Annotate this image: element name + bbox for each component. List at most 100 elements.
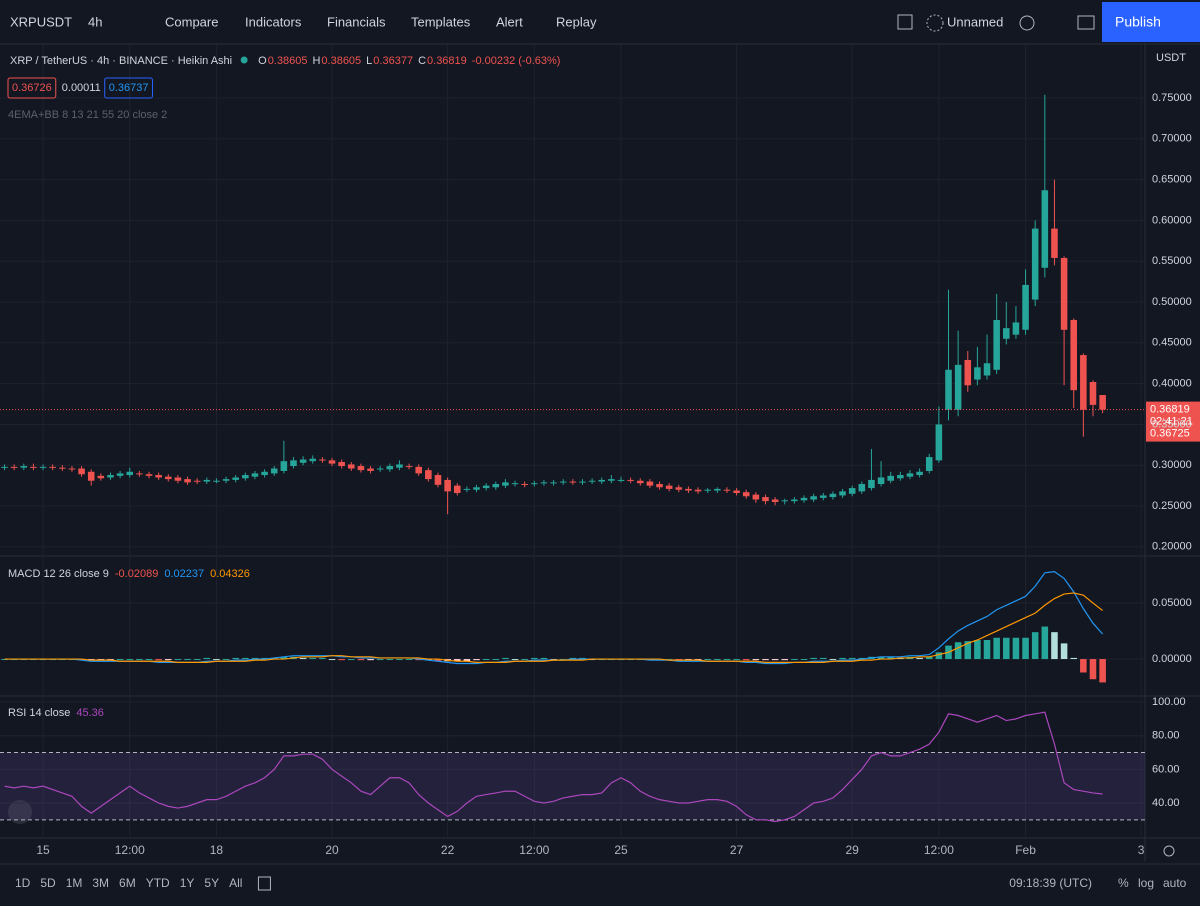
histogram-bar: [116, 659, 124, 661]
range-button[interactable]: 5Y: [204, 876, 219, 890]
snapshot-icon[interactable]: [1077, 15, 1095, 30]
candle-body: [492, 484, 500, 488]
histogram-bar: [126, 659, 134, 661]
candle-body: [954, 364, 962, 410]
y-tick-label: 0.60000: [1152, 214, 1192, 226]
candle-body: [473, 487, 480, 490]
x-tick-label: 3: [1138, 843, 1145, 857]
symbol[interactable]: XRPUSDT: [10, 14, 72, 29]
range-button[interactable]: 1D: [15, 876, 31, 890]
histogram-bar: [502, 657, 509, 660]
range-button[interactable]: 5D: [40, 876, 56, 890]
histogram-bar: [396, 659, 403, 661]
candle-body: [974, 367, 981, 380]
y-tick-label: 0.45000: [1152, 337, 1192, 349]
candle-body: [165, 476, 172, 480]
status-dot: [240, 56, 248, 64]
histogram-bar: [174, 659, 182, 661]
x-tick-label: 20: [325, 843, 339, 857]
candle-body: [579, 481, 586, 483]
x-tick-label: 12:00: [924, 843, 954, 857]
candle-body: [1089, 382, 1097, 405]
range-button[interactable]: 1M: [66, 876, 83, 890]
y-tick-label: 80.00: [1152, 730, 1180, 742]
histogram-bar: [733, 659, 740, 661]
pane-title: MACD 12 26 close 9: [8, 568, 109, 580]
histogram-bar: [1060, 643, 1068, 660]
histogram-bar: [810, 657, 817, 660]
grid: [0, 45, 1145, 838]
candle-body: [203, 479, 211, 482]
y-tick-label: 0.05000: [1152, 597, 1192, 609]
scale-option[interactable]: %: [1118, 876, 1129, 890]
publish-label[interactable]: Publish: [1115, 14, 1161, 30]
candle-body: [1012, 322, 1020, 335]
histogram-bar: [492, 659, 500, 661]
toolbar-item[interactable]: Alert: [496, 14, 523, 29]
candle-body: [829, 493, 837, 498]
histogram-bar: [386, 659, 394, 661]
toolbar-item[interactable]: Indicators: [245, 14, 302, 29]
histogram-bar: [193, 659, 201, 661]
scale-option[interactable]: auto: [1163, 876, 1187, 890]
spread: 0.00011: [62, 82, 101, 94]
interval[interactable]: 4h: [88, 14, 102, 29]
histogram-bar: [1051, 632, 1058, 660]
layout-name[interactable]: Unnamed: [947, 14, 1003, 29]
histogram-bar: [434, 659, 442, 662]
scale-option[interactable]: log: [1138, 876, 1154, 890]
candle-body: [39, 466, 47, 468]
range-button[interactable]: 3M: [92, 876, 109, 890]
histogram-bar: [1089, 659, 1097, 680]
candle-body: [348, 464, 355, 469]
candle-body: [608, 479, 615, 481]
candle-body: [49, 466, 56, 468]
histogram-bar: [376, 659, 384, 661]
toolbar-item[interactable]: Replay: [556, 14, 597, 29]
range-button[interactable]: YTD: [146, 876, 170, 890]
histogram-bar: [762, 659, 769, 661]
candle-body: [367, 468, 374, 471]
candle-body: [213, 480, 220, 482]
publish-button[interactable]: [1102, 2, 1200, 42]
range-button[interactable]: 6M: [119, 876, 136, 890]
last-price-label: 0.36819: [1150, 404, 1190, 416]
y-tick-label: 0.70000: [1152, 133, 1192, 145]
settings-icon[interactable]: [1019, 15, 1035, 31]
y-tick-label: 60.00: [1152, 763, 1180, 775]
candle-body: [1060, 257, 1068, 330]
candle-body: [1080, 355, 1087, 410]
range-button[interactable]: All: [229, 876, 242, 890]
histogram-bar: [839, 657, 846, 660]
candle-body: [646, 481, 654, 486]
candle-body: [1099, 395, 1106, 410]
axis-settings-icon[interactable]: [1163, 845, 1175, 857]
y-tick-label: 0.55000: [1152, 255, 1192, 267]
candle-body: [309, 458, 317, 462]
toolbar-item[interactable]: Compare: [165, 14, 218, 29]
change: -0.00232 (-0.63%): [472, 55, 561, 67]
currency: USDT: [1156, 52, 1186, 64]
toolbar-item[interactable]: Financials: [327, 14, 386, 29]
candle-body: [10, 466, 18, 468]
ohlc-key: O: [258, 55, 267, 67]
histogram-bar: [511, 659, 519, 661]
pane-title: RSI 14 close: [8, 707, 70, 719]
rsi-line: [4, 711, 1103, 823]
toolbar-item[interactable]: Templates: [411, 14, 471, 29]
legend-value: 45.36: [76, 707, 104, 719]
candle-body: [299, 459, 307, 463]
candle-body: [916, 471, 923, 476]
candle-body: [820, 495, 827, 498]
candle-body: [752, 494, 760, 500]
candle-body: [559, 481, 567, 483]
x-tick-label: 15: [36, 843, 50, 857]
candle-body: [319, 459, 326, 461]
checkbox-icon[interactable]: [897, 14, 913, 30]
range-button[interactable]: 1Y: [180, 876, 195, 890]
histogram-bar: [453, 659, 461, 662]
candle-body: [906, 473, 914, 477]
candle-body: [704, 489, 711, 491]
y-tick-label: 0.25000: [1152, 500, 1192, 512]
